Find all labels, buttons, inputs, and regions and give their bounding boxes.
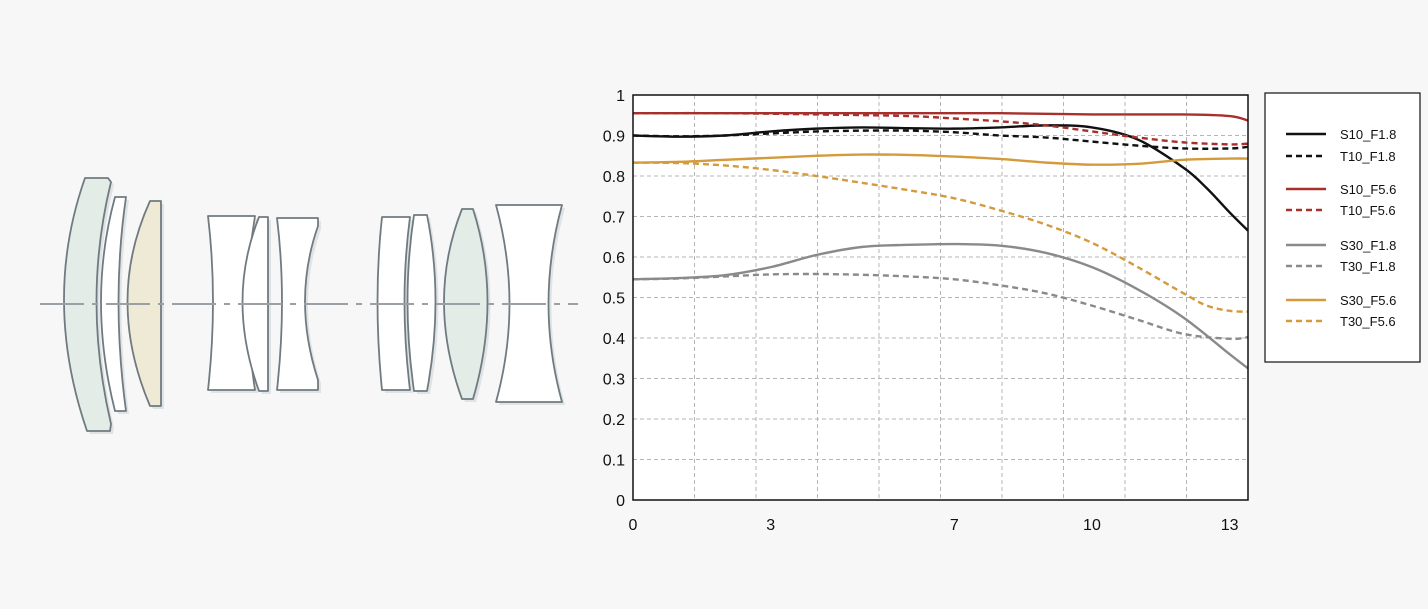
- y-tick-label: 0.2: [603, 412, 625, 429]
- x-tick-label: 3: [766, 517, 775, 534]
- legend-label: T10_F5.6: [1340, 203, 1396, 218]
- y-tick-label: 0.7: [603, 210, 625, 227]
- legend-box: [1264, 92, 1421, 363]
- series-line-t10-f1-8: [633, 129, 1248, 150]
- chart-series: [633, 111, 1248, 370]
- series-line-t30-f1-8: [633, 272, 1248, 341]
- chart-legend: S10_F1.8 T10_F1.8 S10_F5.6 T10_F5.6 S30_F1.8…: [1264, 92, 1421, 363]
- lens-element: [276, 217, 319, 391]
- y-tick-label: 0: [616, 493, 625, 510]
- chart-grid: [633, 95, 1248, 500]
- y-tick-label: 0.4: [603, 331, 625, 348]
- legend-label: T30_F1.8: [1340, 259, 1396, 274]
- y-tick-label: 0.1: [603, 453, 625, 470]
- legend-label: T30_F5.6: [1340, 314, 1396, 329]
- y-tick-label: 1: [616, 88, 625, 105]
- series-line-t30-f5-6: [633, 161, 1248, 313]
- legend-label: T10_F1.8: [1340, 149, 1396, 164]
- lens-element: [406, 214, 437, 392]
- y-tick-label: 0.5: [603, 291, 625, 308]
- x-tick-label: 7: [950, 517, 959, 534]
- lens-diagram: [40, 177, 578, 434]
- y-tick-label: 0.6: [603, 250, 625, 267]
- y-tick-label: 0.3: [603, 372, 625, 389]
- series-line-s30-f5-6: [633, 153, 1248, 166]
- legend-label: S30_F5.6: [1340, 293, 1396, 308]
- legend-label: S10_F5.6: [1340, 182, 1396, 197]
- y-tick-label: 0.9: [603, 129, 625, 146]
- y-tick-label: 0.8: [603, 169, 625, 186]
- series-line-t10-f5-6: [633, 111, 1248, 146]
- x-tick-label: 10: [1083, 517, 1101, 534]
- series-line-s30-f1-8: [633, 242, 1248, 370]
- plot-frame: [632, 94, 1249, 501]
- axis-ticks: 00.10.20.30.40.50.60.70.80.910 3 7 10 13: [603, 88, 1239, 534]
- legend-label: S10_F1.8: [1340, 127, 1396, 142]
- x-tick-label: 13: [1221, 517, 1239, 534]
- x-tick-label: 0: [629, 517, 638, 534]
- legend-label: S30_F1.8: [1340, 238, 1396, 253]
- lens-element: [63, 177, 112, 432]
- mtf-chart: 00.10.20.30.40.50.60.70.80.910 3 7 10 13: [603, 88, 1249, 534]
